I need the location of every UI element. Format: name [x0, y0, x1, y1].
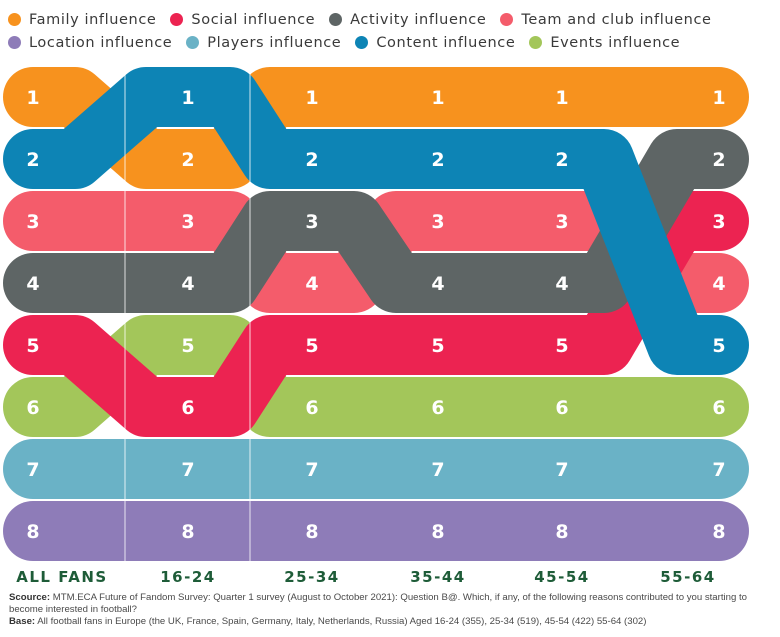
legend-item: Players influence	[186, 35, 341, 51]
rank-label: 4	[431, 273, 444, 295]
rank-label: 3	[181, 211, 194, 233]
category-label: 25-34	[284, 568, 339, 586]
legend-label: Team and club influence	[521, 11, 712, 28]
rank-label: 4	[181, 273, 194, 295]
rank-label: 6	[712, 397, 725, 419]
rank-label: 4	[712, 273, 725, 295]
rank-label: 4	[305, 273, 318, 295]
rank-label: 1	[181, 87, 194, 109]
rank-labels: 1 2 1 1 1 1 5 6 5 5 5 3 4 4 3 4 4 2 3 3 4 3 3 4 8 8 8 8 8 8 7 7 7 7 7 7 2 1 2 2…	[26, 87, 725, 543]
category-label: 45-54	[534, 568, 589, 586]
legend-label: Location influence	[29, 34, 173, 51]
series-band	[3, 191, 749, 437]
category-label: 16-24	[160, 568, 215, 586]
rank-label: 2	[26, 149, 39, 171]
legend-label: Activity influence	[350, 11, 487, 28]
rank-label: 6	[26, 397, 39, 419]
legend-swatch	[170, 13, 184, 26]
legend-label: Social influence	[191, 11, 316, 28]
category-label: 55-64	[660, 568, 715, 586]
rank-label: 1	[555, 87, 568, 109]
rank-label: 4	[555, 273, 568, 295]
rank-label: 7	[712, 459, 725, 481]
rank-label: 8	[181, 521, 194, 543]
legend-row: Family influence Social influence Activity…	[8, 8, 768, 31]
legend-item: Events influence	[529, 35, 680, 51]
rank-label: 5	[26, 335, 39, 357]
rank-label: 8	[305, 521, 318, 543]
rank-label: 5	[712, 335, 725, 357]
category-label: ALL FANS	[16, 568, 107, 586]
legend-swatch	[8, 36, 21, 49]
category-label: 35-44	[410, 568, 465, 586]
separator-layer	[124, 67, 251, 561]
rank-label: 1	[712, 87, 725, 109]
rank-label: 2	[555, 149, 568, 171]
rank-label: 8	[712, 521, 725, 543]
legend-item: Family influence	[8, 12, 156, 28]
rank-label: 3	[305, 211, 318, 233]
legend-item: Content influence	[355, 35, 515, 51]
base-line: Base: All football fans in Europe (the U…	[9, 616, 774, 628]
rank-label: 6	[305, 397, 318, 419]
rank-label: 8	[431, 521, 444, 543]
legend: Family influence Social influence Activity…	[8, 8, 768, 54]
rank-label: 2	[305, 149, 318, 171]
legend-item: Location influence	[8, 35, 172, 51]
legend-swatch	[8, 13, 21, 26]
legend-label: Content influence	[376, 34, 516, 51]
rank-label: 8	[26, 521, 39, 543]
legend-swatch	[500, 13, 514, 26]
legend-item: Activity influence	[329, 12, 486, 28]
source-text: MTM.ECA Future of Fandom Survey: Quarter…	[9, 592, 747, 615]
base-label: Base:	[9, 616, 36, 627]
rank-label: 7	[181, 459, 194, 481]
rank-label: 6	[555, 397, 568, 419]
base-text: All football fans in Europe (the UK, Fra…	[35, 616, 647, 627]
rank-label: 3	[431, 211, 444, 233]
rank-label: 1	[431, 87, 444, 109]
source-note: Scource: MTM.ECA Future of Fandom Survey…	[9, 592, 774, 628]
legend-label: Events influence	[550, 34, 681, 51]
legend-swatch	[529, 36, 543, 49]
rank-label: 5	[305, 335, 318, 357]
legend-swatch	[355, 36, 369, 49]
rank-label: 5	[555, 335, 568, 357]
legend-item: Team and club influence	[500, 12, 711, 28]
rank-label: 2	[431, 149, 444, 171]
rank-label: 5	[431, 335, 444, 357]
series-band	[3, 67, 749, 375]
rank-label: 7	[431, 459, 444, 481]
rank-label: 8	[555, 521, 568, 543]
rank-label: 1	[26, 87, 39, 109]
legend-row: Location influence Players influence Conte…	[8, 31, 768, 54]
rank-label: 6	[181, 397, 194, 419]
source-line: Scource: MTM.ECA Future of Fandom Survey…	[9, 592, 774, 616]
legend-swatch	[186, 36, 200, 49]
rank-label: 5	[181, 335, 194, 357]
source-label: Scource:	[9, 592, 51, 603]
rank-label: 6	[431, 397, 444, 419]
rank-label: 3	[712, 211, 725, 233]
rank-label: 2	[712, 149, 725, 171]
legend-label: Players influence	[207, 34, 342, 51]
rank-label: 1	[305, 87, 318, 109]
bump-chart: 1 2 1 1 1 1 5 6 5 5 5 3 4 4 3 4 4 2 3 3 4 3 3 4 8 8 8 8 8 8 7 7 7 7 7 7 2 1 2 2…	[3, 67, 749, 586]
rank-label: 7	[26, 459, 39, 481]
series-layer	[3, 67, 749, 561]
legend-label: Family influence	[29, 11, 157, 28]
rank-label: 7	[305, 459, 318, 481]
legend-item: Social influence	[170, 12, 315, 28]
legend-swatch	[329, 13, 343, 26]
rank-label: 2	[181, 149, 194, 171]
rank-label: 7	[555, 459, 568, 481]
rank-label: 4	[26, 273, 39, 295]
rank-label: 3	[555, 211, 568, 233]
rank-label: 3	[26, 211, 39, 233]
category-labels: ALL FANS 16-24 25-34 35-44 45-54 55-64	[16, 568, 715, 586]
